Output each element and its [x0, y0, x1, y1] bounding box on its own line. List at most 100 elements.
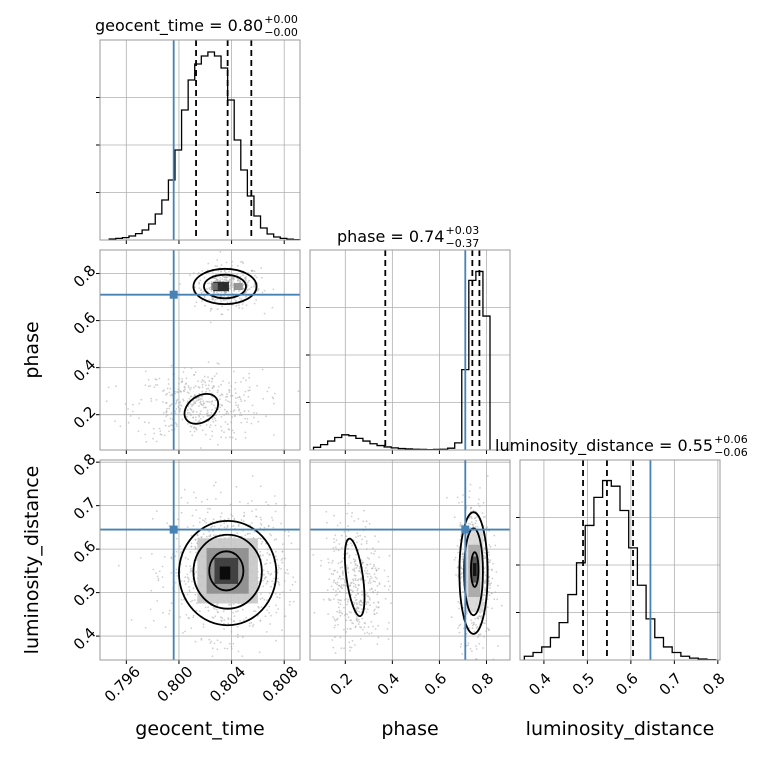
- joint-geocent_time-vs-phase-sample: [181, 378, 183, 380]
- joint-phase-vs-luminosity_distance-sample: [372, 547, 374, 550]
- joint-geocent_time-vs-phase-content: [100, 250, 300, 450]
- joint-phase-vs-luminosity_distance-sample: [329, 599, 332, 601]
- joint-phase-vs-luminosity_distance-sample: [347, 601, 349, 603]
- joint-geocent_time-vs-phase-sample: [202, 290, 205, 293]
- joint-geocent_time-vs-phase-sample: [167, 378, 170, 381]
- joint-geocent_time-vs-phase-sample: [152, 427, 155, 430]
- joint-phase-vs-luminosity_distance-sample: [340, 584, 343, 587]
- joint-phase-vs-luminosity_distance-sample: [356, 532, 359, 535]
- joint-phase-vs-luminosity_distance-sample: [372, 625, 374, 628]
- joint-geocent_time-vs-phase-sample: [194, 401, 197, 403]
- joint-phase-vs-luminosity_distance-sample: [360, 600, 362, 603]
- joint-geocent_time-vs-phase-sample: [198, 415, 201, 418]
- joint-geocent_time-vs-luminosity_distance-sample: [292, 600, 295, 603]
- joint-geocent_time-vs-luminosity_distance-sample: [243, 514, 246, 517]
- joint-geocent_time-vs-luminosity_distance-sample: [228, 642, 231, 645]
- joint-geocent_time-vs-phase-sample: [152, 437, 155, 440]
- joint-geocent_time-vs-luminosity_distance-sample: [265, 562, 268, 565]
- joint-phase-vs-luminosity_distance-sample: [344, 599, 346, 601]
- xaxis-label-phase: phase: [381, 718, 438, 740]
- joint-geocent_time-vs-phase-sample: [231, 260, 234, 263]
- joint-phase-vs-luminosity_distance-sample: [383, 585, 386, 587]
- joint-geocent_time-vs-phase-sample: [211, 380, 213, 383]
- joint-geocent_time-vs-phase-sample: [246, 421, 248, 423]
- joint-geocent_time-vs-phase-sample: [228, 280, 230, 283]
- joint-phase-vs-luminosity_distance-sample: [356, 603, 358, 606]
- joint-geocent_time-vs-luminosity_distance-sample: [216, 648, 219, 651]
- joint-geocent_time-vs-phase-sample: [230, 288, 232, 290]
- joint-geocent_time-vs-phase-sample: [247, 288, 250, 291]
- joint-geocent_time-vs-luminosity_distance-sample: [235, 485, 238, 488]
- hist-phase-steps: [312, 270, 491, 451]
- joint-geocent_time-vs-phase-sample: [250, 269, 253, 272]
- title-phase-plus-error: +0.03: [445, 224, 479, 237]
- joint-geocent_time-vs-luminosity_distance-sample: [259, 555, 262, 557]
- joint-phase-vs-luminosity_distance-sample: [363, 626, 366, 629]
- xtick-label-phase-2: 0.6: [421, 669, 451, 699]
- xtick-label-luminosity_distance-2: 0.6: [612, 669, 642, 699]
- joint-phase-vs-luminosity_distance-sample: [377, 567, 380, 570]
- joint-phase-vs-luminosity_distance-sample: [348, 641, 351, 644]
- joint-phase-vs-luminosity_distance-sample: [331, 562, 333, 564]
- joint-geocent_time-vs-phase-sample: [216, 259, 219, 261]
- joint-geocent_time-vs-luminosity_distance-sample: [170, 572, 173, 574]
- joint-phase-vs-luminosity_distance-sample: [468, 490, 471, 492]
- hist-phase-frame: [309, 249, 511, 451]
- joint-phase-vs-luminosity_distance-sample: [475, 648, 478, 650]
- joint-geocent_time-vs-phase-sample: [236, 273, 239, 276]
- joint-geocent_time-vs-luminosity_distance-sample: [265, 542, 267, 545]
- joint-geocent_time-vs-luminosity_distance-sample: [287, 572, 289, 575]
- joint-geocent_time-vs-luminosity_distance-sample: [223, 628, 226, 630]
- xtick-label-luminosity_distance-0: 0.4: [525, 669, 555, 699]
- joint-geocent_time-vs-phase-sample: [131, 410, 134, 413]
- joint-phase-vs-luminosity_distance-sample: [373, 573, 376, 575]
- joint-phase-vs-luminosity_distance-sample: [353, 567, 356, 570]
- joint-phase-vs-luminosity_distance-sample: [336, 593, 338, 596]
- joint-geocent_time-vs-luminosity_distance-sample: [289, 589, 292, 591]
- joint-phase-vs-luminosity_distance-sample: [366, 563, 368, 566]
- joint-phase-vs-luminosity_distance-sample: [343, 628, 345, 631]
- joint-geocent_time-vs-phase-sample: [198, 414, 200, 417]
- title-geocent_time: geocent_time = 0.80: [95, 16, 263, 36]
- joint-phase-vs-luminosity_distance-sample: [462, 494, 464, 496]
- joint-phase-vs-luminosity_distance-sample: [339, 578, 342, 580]
- joint-geocent_time-vs-luminosity_distance-sample: [303, 531, 305, 533]
- joint-geocent_time-vs-phase-sample: [200, 403, 202, 405]
- joint-phase-vs-luminosity_distance-sample: [356, 620, 359, 623]
- joint-geocent_time-vs-luminosity_distance-sample: [248, 622, 251, 625]
- joint-phase-vs-luminosity_distance-sample: [484, 516, 486, 518]
- joint-geocent_time-vs-phase-sample: [217, 269, 220, 272]
- joint-phase-vs-luminosity_distance-sample: [365, 540, 368, 543]
- joint-geocent_time-vs-luminosity_distance-sample: [267, 504, 270, 506]
- joint-phase-vs-luminosity_distance-sample: [334, 652, 337, 654]
- joint-phase-vs-luminosity_distance-sample: [370, 552, 373, 554]
- joint-geocent_time-vs-luminosity_distance-sample: [188, 589, 191, 592]
- joint-phase-vs-luminosity_distance-sample: [348, 556, 351, 559]
- joint-geocent_time-vs-luminosity_distance-sample: [223, 522, 226, 525]
- joint-geocent_time-vs-luminosity_distance-sample: [180, 496, 183, 499]
- hist-panel-geocent_time: geocent_time = 0.80 +0.00−0.00: [95, 13, 301, 244]
- joint-geocent_time-vs-phase-sample: [168, 430, 170, 433]
- joint-geocent_time-vs-luminosity_distance-sample: [223, 526, 226, 529]
- joint-geocent_time-vs-luminosity_distance-sample: [276, 558, 278, 561]
- joint-phase-vs-luminosity_distance-sample: [328, 568, 331, 570]
- joint-geocent_time-vs-phase-sample: [263, 312, 266, 315]
- joint-geocent_time-vs-phase-sample: [255, 276, 258, 279]
- joint-geocent_time-vs-luminosity_distance-sample: [210, 640, 213, 643]
- joint-geocent_time-vs-luminosity_distance-sample: [227, 618, 230, 621]
- joint-phase-vs-luminosity_distance-sample: [370, 620, 373, 623]
- joint-geocent_time-vs-luminosity_distance-sample: [273, 577, 275, 580]
- joint-geocent_time-vs-phase-sample: [195, 301, 198, 304]
- joint-phase-vs-luminosity_distance-sample: [374, 535, 376, 538]
- joint-phase-vs-luminosity_distance-sample: [497, 584, 499, 587]
- joint-geocent_time-vs-phase-sample: [199, 447, 202, 449]
- ytick-label-luminosity_distance-0: 0.4: [70, 624, 100, 654]
- joint-geocent_time-vs-phase-sample: [238, 297, 241, 299]
- xtick-label-luminosity_distance-4: 0.8: [699, 669, 729, 699]
- joint-geocent_time-vs-phase-sample: [214, 424, 217, 427]
- joint-phase-vs-luminosity_distance-sample: [386, 628, 389, 630]
- joint-geocent_time-vs-phase-contour-0: [192, 267, 258, 306]
- joint-geocent_time-vs-luminosity_distance-sample: [253, 610, 255, 612]
- joint-geocent_time-vs-phase-sample: [193, 394, 196, 397]
- joint-geocent_time-vs-phase-sample: [256, 384, 258, 387]
